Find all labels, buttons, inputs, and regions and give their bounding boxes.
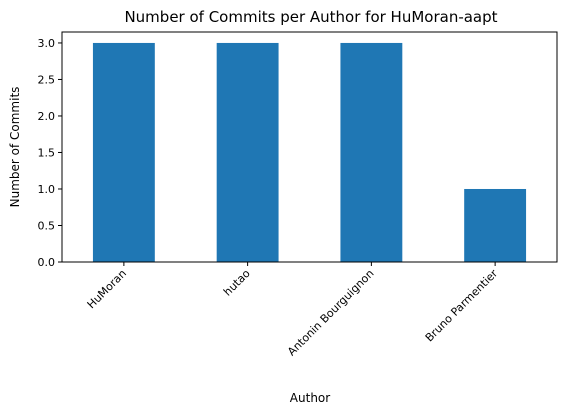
x-tick-label-0: HuMoran [85, 267, 129, 311]
y-axis: 0.0 0.5 1.0 1.5 2.0 2.5 3.0 [38, 37, 62, 269]
y-tick-label-0: 0.0 [38, 256, 56, 269]
y-tick-label-3: 1.5 [38, 146, 56, 159]
y-tick-label-1: 0.5 [38, 219, 56, 232]
x-tick-label-1: hutao [221, 267, 253, 299]
x-axis: HuMoran hutao Antonin Bourguignon Bruno Par… [85, 262, 501, 358]
x-axis-label: Author [290, 391, 330, 405]
x-tick-label-3: Bruno Parmentier [423, 267, 501, 345]
y-tick-label-4: 2.0 [38, 110, 56, 123]
x-tick-label-2: Antonin Bourguignon [285, 267, 376, 358]
bar-2 [340, 42, 403, 263]
y-axis-label: Number of Commits [8, 87, 22, 208]
bar-0 [92, 42, 155, 263]
bar-3 [464, 188, 527, 262]
y-tick-label-6: 3.0 [38, 37, 56, 50]
bars-group [92, 42, 527, 263]
y-tick-label-2: 1.0 [38, 183, 56, 196]
bar-1 [216, 42, 279, 263]
chart-title: Number of Commits per Author for HuMoran… [124, 8, 497, 26]
y-tick-label-5: 2.5 [38, 73, 56, 86]
plot-frame [61, 31, 558, 263]
